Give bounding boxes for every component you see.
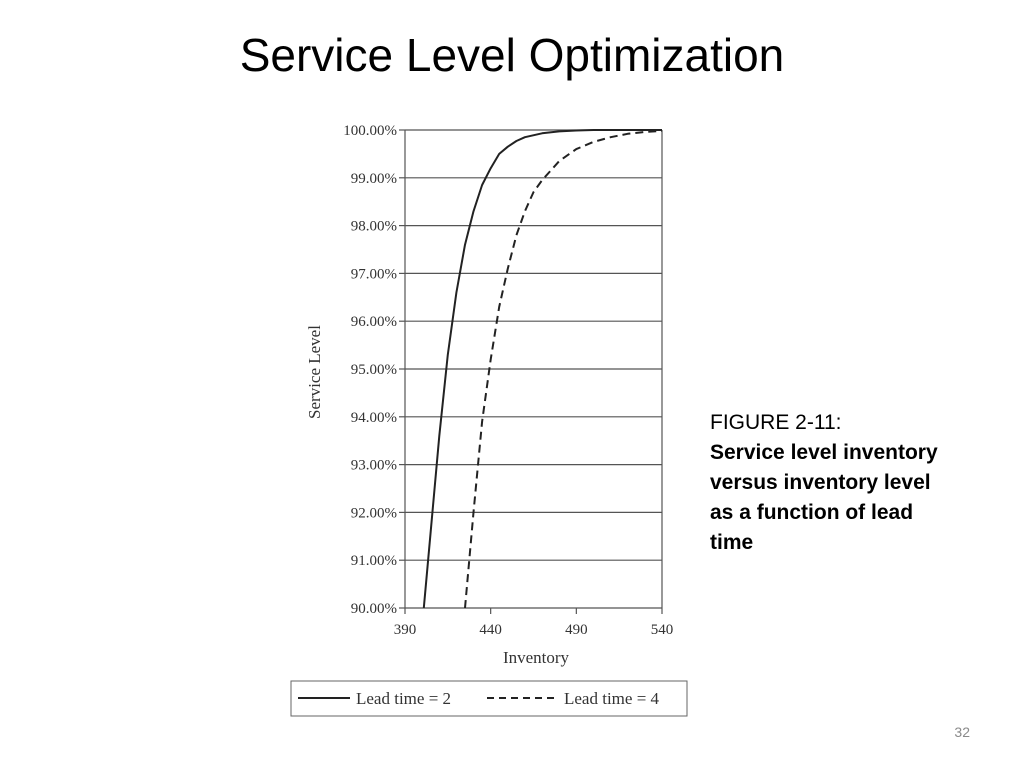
x-tick-label: 540 <box>651 622 674 638</box>
y-tick-label: 93.00% <box>351 458 397 474</box>
y-tick-label: 98.00% <box>351 219 397 235</box>
chart-legend: Lead time = 2 Lead time = 4 <box>290 680 688 717</box>
y-axis-ticks: 90.00% 91.00% 92.00% 93.00% 94.00% 95.00% 96.0… <box>343 123 405 617</box>
series-line-lead-time-2 <box>422 129 662 609</box>
y-tick-label: 90.00% <box>351 601 397 617</box>
chart-series <box>422 129 663 609</box>
figure-description: Service level inventory versus inventory… <box>710 441 938 554</box>
y-tick-label: 92.00% <box>351 505 397 521</box>
x-tick-label: 440 <box>479 622 502 638</box>
slide-title: Service Level Optimization <box>239 29 785 81</box>
legend-label-lead-time-4: Lead time = 4 <box>564 689 660 708</box>
y-tick-label: 100.00% <box>343 123 397 139</box>
series-line-lead-time-4 <box>464 130 663 609</box>
slide-number: 32 <box>954 724 970 740</box>
y-tick-label: 94.00% <box>351 410 397 426</box>
legend-label-lead-time-2: Lead time = 2 <box>356 689 451 708</box>
chart-gridlines <box>405 129 662 609</box>
x-tick-label: 390 <box>394 622 417 638</box>
x-axis-label: Inventory <box>503 648 570 667</box>
legend-box <box>290 680 688 717</box>
y-axis-label: Service Level <box>305 325 324 419</box>
y-tick-label: 99.00% <box>351 171 397 187</box>
figure-caption: FIGURE 2-11: Service level inventory ver… <box>710 408 950 558</box>
x-tick-label: 490 <box>565 622 588 638</box>
y-tick-label: 97.00% <box>351 266 397 282</box>
x-axis-ticks: 390 440 490 540 <box>394 608 674 638</box>
y-tick-label: 96.00% <box>351 314 397 330</box>
y-tick-label: 91.00% <box>351 553 397 569</box>
y-tick-label: 95.00% <box>351 362 397 378</box>
figure-label: FIGURE 2-11: <box>710 411 842 434</box>
